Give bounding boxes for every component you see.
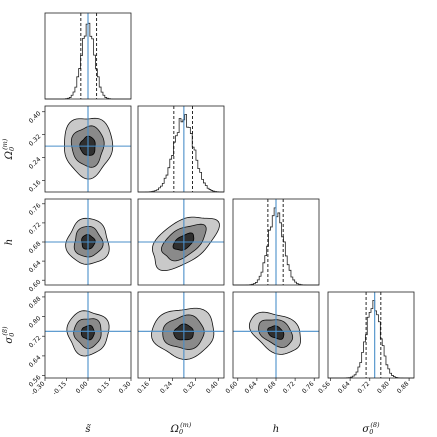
x-tick-label-s8: 0.88 [396,380,411,395]
x-tick-label-h: 0.72 [282,380,297,395]
histogram-s8 [328,299,414,379]
panel-frame [44,105,132,193]
histogram-panel-s8 [327,291,415,379]
x-tick-label-s: 0.00 [75,380,90,395]
x-tick-label-s8: 0.64 [337,380,352,395]
y-tick-label-s8: 0.64 [28,354,43,369]
panel-frame-om [137,105,225,193]
x-axis-label-s: s̃ [85,424,91,435]
x-tick-label-om: 0.32 [182,380,197,395]
x-tick-label-h: 0.76 [301,380,316,395]
x-tick-label-om: 0.40 [205,380,220,395]
y-tick-label-om: 0.40 [28,110,43,125]
contour-panel-s8-h [232,291,320,379]
histogram-panel-om [137,105,225,193]
contour-panel-s8-om [137,291,225,379]
y-tick-label-s8: 0.80 [28,315,43,330]
y-tick-label-h: 0.72 [28,221,43,236]
x-tick-label-s8: 0.56 [317,380,332,395]
x-tick-label-h: 0.60 [224,380,239,395]
x-axis-label-h: h [273,424,279,435]
x-axis-label-s8: σ0(8) [362,421,380,436]
histogram-om [138,114,224,193]
panel-frame [137,198,225,286]
histogram-panel-h [232,198,320,286]
y-tick-label-om: 0.16 [28,179,43,194]
contour-panel-h-om [137,198,225,286]
panel-frame [137,291,225,379]
x-tick-label-om: 0.16 [136,380,151,395]
panel-frame-s8 [327,291,415,379]
y-tick-label-h: 0.60 [28,279,43,294]
contour-panel-om-s [44,105,132,193]
histogram-panel-s [44,12,132,100]
panel-frame-s [44,12,132,100]
y-axis-label-om: Ω0(m) [1,138,16,160]
x-tick-label-s: 0.30 [118,380,133,395]
contour-panel-s8-s [44,291,132,379]
y-axis-label-h: h [4,239,15,245]
x-tick-label-s: -0.15 [52,380,68,396]
x-tick-label-s8: 0.72 [356,380,371,395]
y-tick-label-s8: 0.88 [28,295,43,310]
panel-frame-h [232,198,320,286]
x-axis-label-om: Ω0(m) [170,421,192,436]
y-tick-label-s8: 0.72 [28,335,43,350]
y-tick-label-om: 0.32 [28,133,43,148]
y-tick-label-h: 0.76 [28,202,43,217]
contour-panel-h-s [44,198,132,286]
x-tick-label-h: 0.64 [244,380,259,395]
y-tick-label-h: 0.64 [28,260,43,275]
y-axis-label-s8: σ0(8) [1,326,16,344]
x-tick-label-h: 0.68 [263,380,278,395]
y-tick-label-om: 0.24 [28,156,43,171]
x-tick-label-om: 0.24 [159,380,174,395]
x-tick-label-s8: 0.80 [376,380,391,395]
x-tick-label-s: 0.15 [96,380,111,395]
y-tick-label-h: 0.68 [28,240,43,255]
